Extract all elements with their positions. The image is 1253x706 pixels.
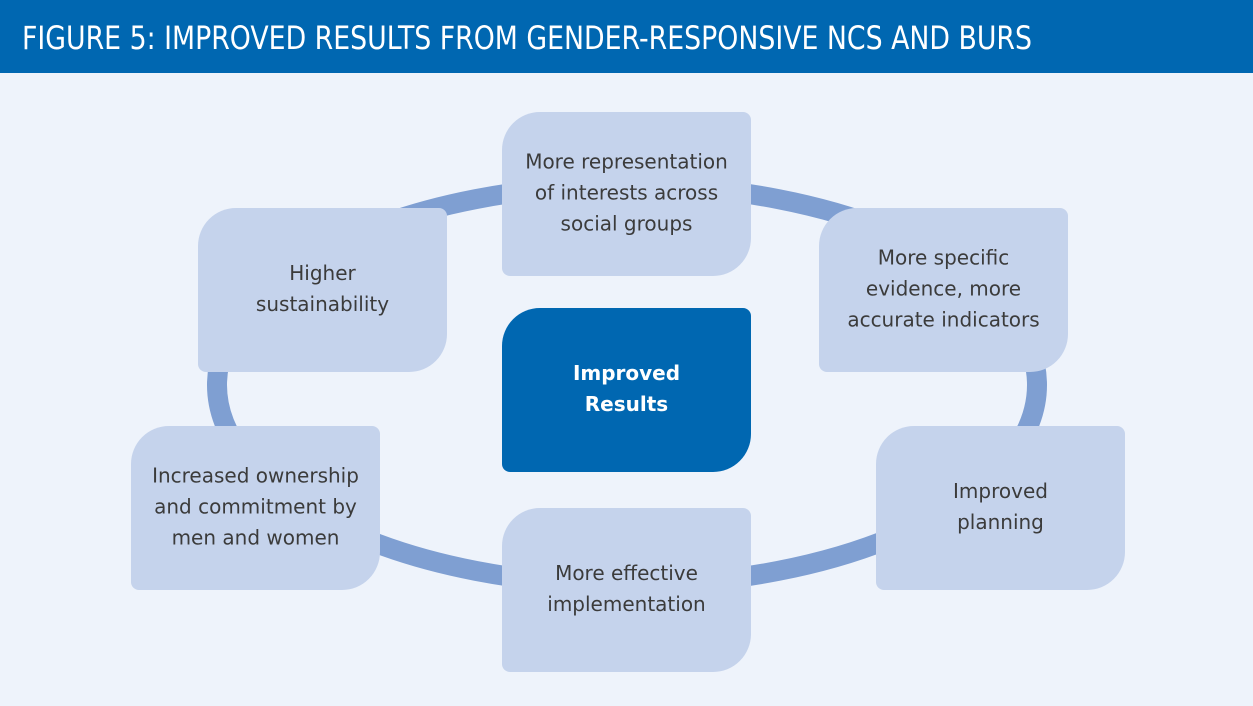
node-box	[876, 426, 1125, 590]
node-text: men and women	[172, 526, 340, 550]
header-title: FIGURE 5: IMPROVED RESULTS FROM GENDER-R…	[22, 19, 1032, 57]
header-bar	[0, 0, 1253, 73]
node-text: social groups	[561, 212, 693, 236]
node-text: and commitment by	[154, 495, 357, 519]
node-box	[131, 426, 380, 590]
node-text: More representation	[525, 150, 728, 174]
node-text: Higher	[289, 261, 356, 285]
node-text: planning	[957, 510, 1044, 534]
node-text: Increased ownership	[152, 464, 359, 488]
node-box	[502, 112, 751, 276]
node-text: evidence, more	[866, 277, 1021, 301]
node-box	[819, 208, 1068, 372]
node-text: of interests across	[535, 181, 718, 205]
center-node-text: Results	[585, 392, 668, 416]
node-box	[502, 508, 751, 672]
node-text: sustainability	[256, 292, 389, 316]
node-text: accurate indicators	[847, 308, 1039, 332]
node-box	[198, 208, 447, 372]
node-text: implementation	[547, 592, 705, 616]
center-node-box	[502, 308, 751, 472]
node-text: More specific	[878, 246, 1010, 270]
node-text: Improved	[953, 479, 1048, 503]
center-node-text: Improved	[573, 361, 680, 385]
node-text: More effective	[555, 561, 698, 585]
